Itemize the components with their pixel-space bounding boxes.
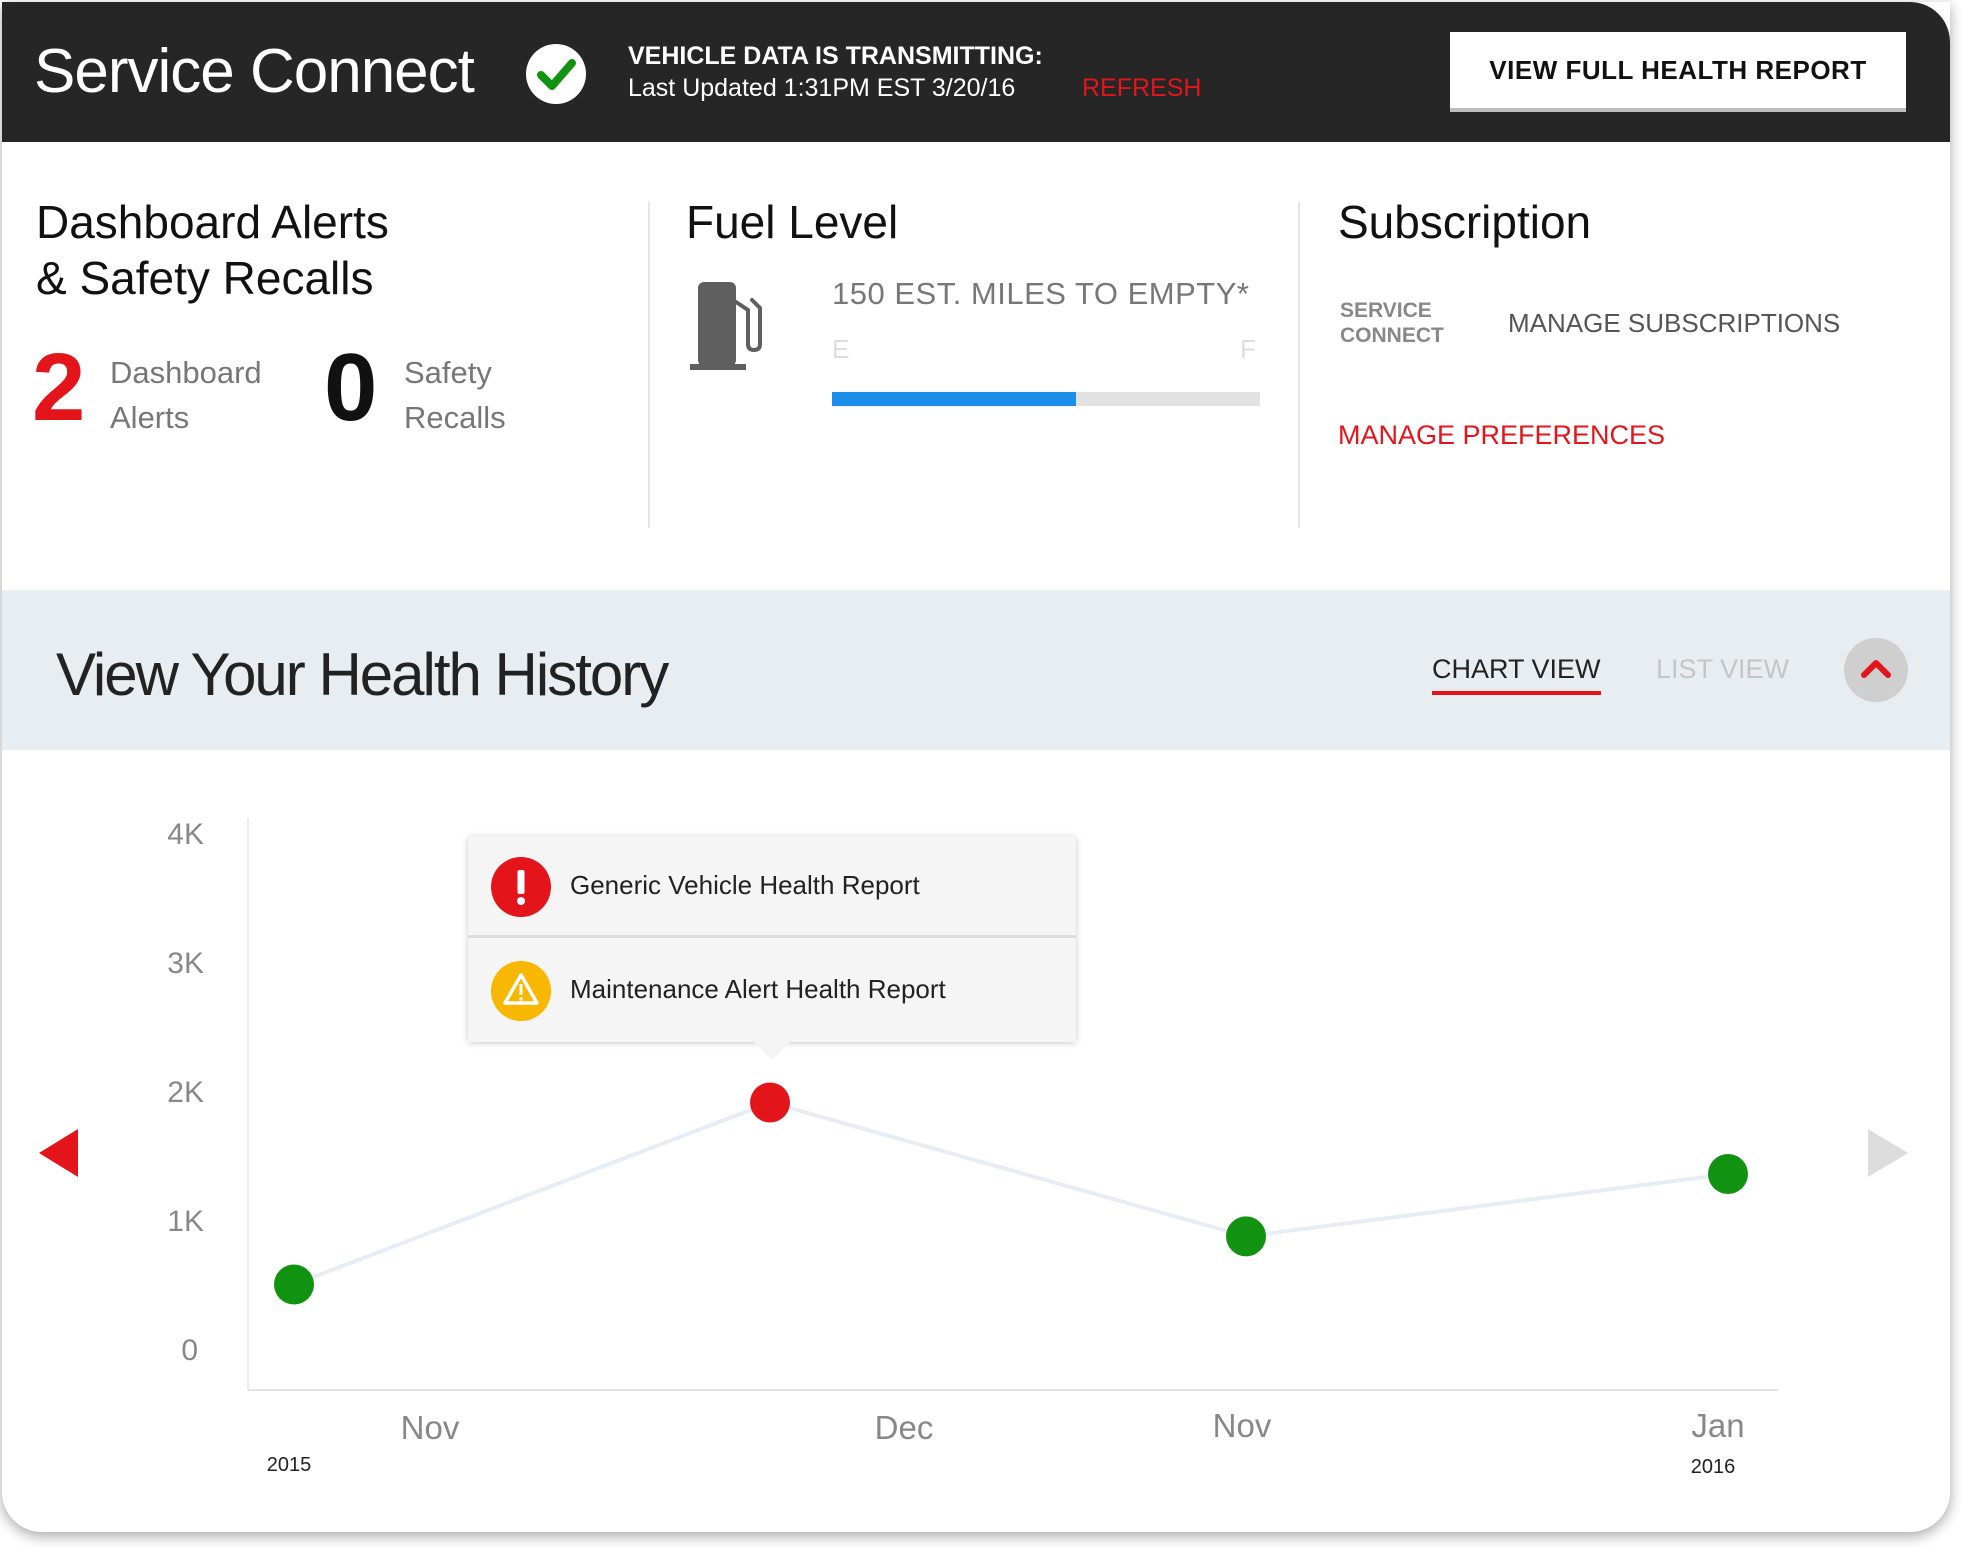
x-tick-label: Nov bbox=[401, 1409, 460, 1446]
view-full-health-report-button[interactable]: VIEW FULL HEALTH REPORT bbox=[1450, 32, 1906, 112]
data-point[interactable] bbox=[1226, 1216, 1266, 1257]
dashboard-alerts-label-line-2: Alerts bbox=[110, 400, 190, 435]
y-tick-group: 4K 3K 2K 1K 0 bbox=[167, 818, 204, 1367]
app-title: Service Connect bbox=[34, 37, 475, 106]
panel-divider bbox=[648, 202, 650, 528]
series-points bbox=[274, 1082, 1748, 1305]
alert-data-point[interactable] bbox=[750, 1082, 790, 1123]
y-tick-label: 0 bbox=[181, 1334, 198, 1367]
x-tick-label: Jan bbox=[1691, 1407, 1744, 1444]
y-tick-label: 2K bbox=[167, 1076, 204, 1109]
x-tick-group: Nov Dec Nov Jan 2015 2016 bbox=[267, 1407, 1745, 1478]
service-connect-logo: SERVICE CONNECT bbox=[1340, 298, 1470, 348]
collapse-button[interactable] bbox=[1844, 638, 1908, 702]
health-history-header: View Your Health History CHART VIEW LIST… bbox=[2, 590, 1950, 750]
year-label: 2015 bbox=[267, 1454, 312, 1476]
last-updated-text: Last Updated 1:31PM EST 3/20/16 bbox=[628, 74, 1016, 102]
header-bar: Service Connect VEHICLE DATA IS TRANSMIT… bbox=[2, 2, 1950, 142]
chevron-up-icon bbox=[1861, 660, 1891, 678]
year-label: 2016 bbox=[1691, 1456, 1736, 1478]
tab-chart-view[interactable]: CHART VIEW bbox=[1432, 654, 1601, 695]
panel-divider bbox=[1298, 202, 1300, 528]
maintenance-alert-report-item[interactable]: Maintenance Alert Health Report bbox=[468, 940, 1076, 1042]
popup-caret bbox=[752, 1040, 792, 1060]
transmission-status: VEHICLE DATA IS TRANSMITTING: bbox=[628, 42, 1043, 70]
fuel-pump-icon bbox=[688, 278, 778, 379]
dashboard-alerts-label-line-1: Dashboard bbox=[110, 355, 262, 390]
manage-subscriptions-link[interactable]: MANAGE SUBSCRIPTIONS bbox=[1508, 308, 1841, 338]
generic-health-report-item[interactable]: Generic Vehicle Health Report bbox=[468, 836, 1076, 938]
alerts-title-line-2: & Safety Recalls bbox=[36, 252, 374, 304]
data-point[interactable] bbox=[1708, 1154, 1748, 1194]
safety-recalls-count[interactable]: 0 bbox=[324, 334, 378, 441]
fuel-full-label: F bbox=[1240, 334, 1256, 364]
safety-recalls-label-line-2: Recalls bbox=[404, 400, 506, 435]
tab-list-view[interactable]: LIST VIEW bbox=[1656, 654, 1790, 684]
service-connect-line-2: CONNECT bbox=[1340, 324, 1444, 347]
fuel-miles-to-empty: 150 EST. MILES TO EMPTY* bbox=[832, 276, 1250, 311]
health-history-chart: 4K 3K 2K 1K 0 Nov Dec Nov Jan 2015 2016 bbox=[39, 818, 1908, 1478]
safety-recalls-label-line-1: Safety bbox=[404, 355, 492, 390]
fuel-level-bar bbox=[832, 392, 1260, 406]
prev-period-arrow[interactable] bbox=[39, 1129, 78, 1177]
service-connect-line-1: SERVICE bbox=[1340, 299, 1432, 322]
error-icon bbox=[490, 856, 552, 918]
fuel-panel-title: Fuel Level bbox=[686, 196, 899, 248]
series-line bbox=[293, 1100, 1729, 1287]
safety-recalls-label: Safety Recalls bbox=[404, 350, 506, 440]
refresh-link[interactable]: REFRESH bbox=[1082, 74, 1202, 102]
fuel-level-fill bbox=[832, 392, 1076, 406]
x-tick-label: Nov bbox=[1213, 1407, 1272, 1444]
health-history-title: View Your Health History bbox=[56, 641, 669, 708]
y-tick-label: 1K bbox=[167, 1205, 204, 1238]
warning-icon bbox=[490, 960, 552, 1022]
dashboard-alerts-label: Dashboard Alerts bbox=[110, 350, 262, 440]
subscription-panel-title: Subscription bbox=[1338, 196, 1592, 248]
manage-preferences-link[interactable]: MANAGE PREFERENCES bbox=[1338, 420, 1666, 450]
data-point[interactable] bbox=[274, 1264, 314, 1305]
y-tick-label: 4K bbox=[167, 818, 204, 851]
report-popup: Generic Vehicle Health Report Maintenanc… bbox=[468, 836, 1076, 1042]
y-tick-label: 3K bbox=[167, 947, 204, 980]
alerts-panel-title: Dashboard Alerts & Safety Recalls bbox=[36, 194, 596, 306]
dashboard-alerts-count[interactable]: 2 bbox=[32, 334, 86, 441]
fuel-empty-label: E bbox=[832, 334, 850, 364]
generic-health-report-label: Generic Vehicle Health Report bbox=[570, 870, 920, 900]
maintenance-alert-report-label: Maintenance Alert Health Report bbox=[570, 974, 946, 1004]
check-icon bbox=[526, 44, 586, 104]
alerts-title-line-1: Dashboard Alerts bbox=[36, 196, 389, 248]
x-tick-label: Dec bbox=[875, 1409, 934, 1446]
next-period-arrow[interactable] bbox=[1868, 1129, 1908, 1177]
